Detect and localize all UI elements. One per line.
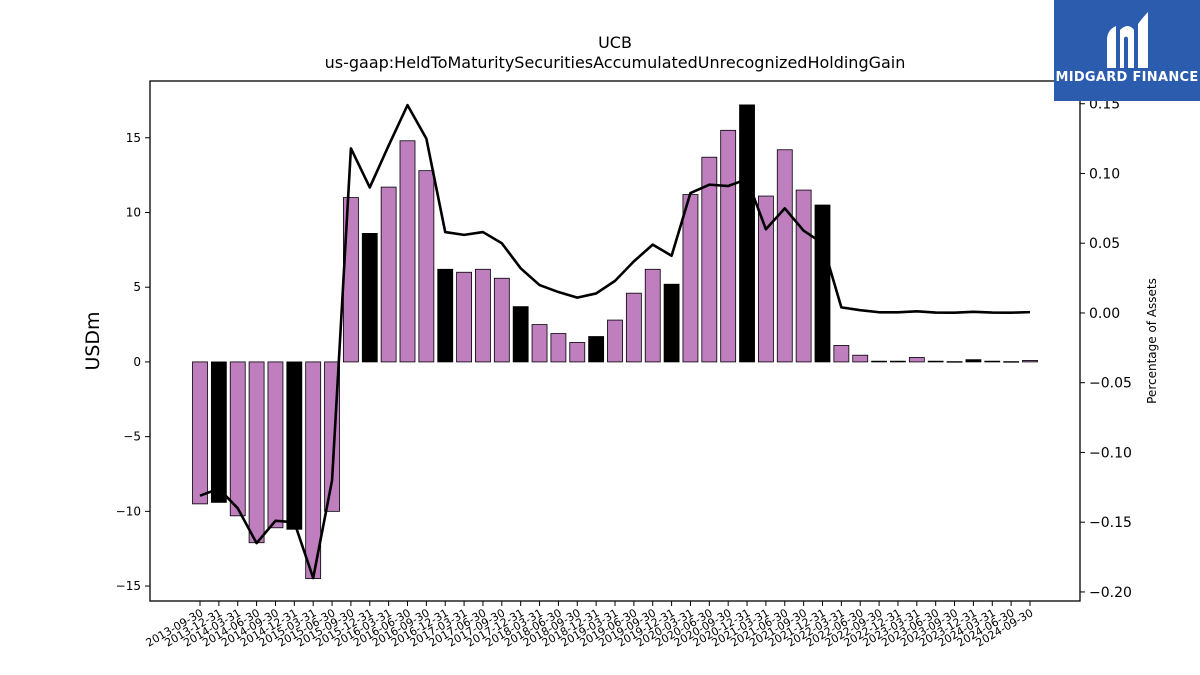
bar <box>776 149 793 363</box>
y2-tick-label: −0.20 <box>1089 585 1132 601</box>
y2-tick-label: 0.00 <box>1089 306 1120 322</box>
x-axis: 2013-09-302013-12-312014-03-312014-06-30… <box>144 601 1036 650</box>
bar <box>361 233 378 363</box>
bar <box>1022 360 1038 363</box>
bar <box>984 360 1001 363</box>
bar <box>607 319 623 363</box>
bar <box>286 361 303 530</box>
bar <box>644 268 661 363</box>
bar <box>908 357 925 363</box>
bar <box>852 354 869 363</box>
bar <box>229 361 246 517</box>
bar <box>267 361 284 529</box>
y2-tick-label: 0.10 <box>1089 166 1120 182</box>
y-tick-label: 10 <box>126 205 141 219</box>
bar <box>380 186 397 363</box>
chart-title: UCB <box>598 33 632 52</box>
bar <box>531 324 548 363</box>
y-axis-label: USDm <box>82 311 104 370</box>
logo-mark-icon <box>1107 12 1148 68</box>
bar <box>946 361 963 363</box>
bar <box>418 170 435 363</box>
y-tick-label: −15 <box>116 579 141 593</box>
y2-tick-label: 0.05 <box>1089 236 1120 252</box>
y2-tick-label: −0.10 <box>1089 445 1132 461</box>
bar <box>1003 361 1020 363</box>
y-axis-left: −15 −10 −5 0 5 10 15 <box>116 131 150 593</box>
bar <box>456 271 472 363</box>
y-tick-label: 15 <box>126 131 141 145</box>
bar <box>701 156 718 363</box>
bar <box>512 306 529 363</box>
bar <box>210 361 227 503</box>
bar <box>625 292 642 363</box>
y-tick-label: 0 <box>133 355 141 369</box>
bar <box>663 283 680 363</box>
bar <box>833 345 850 363</box>
bar <box>965 359 982 363</box>
y-tick-label: −5 <box>123 430 141 444</box>
bar <box>399 140 416 363</box>
bar <box>871 360 887 363</box>
y-axis-right: −0.20−0.15−0.10−0.050.000.050.100.15 <box>1080 97 1132 601</box>
bar <box>814 204 831 363</box>
bar <box>192 361 208 505</box>
percentage-line <box>199 103 1031 580</box>
bar <box>890 360 906 363</box>
bar <box>493 277 510 363</box>
bar <box>739 104 755 363</box>
bar <box>588 336 605 363</box>
bar <box>569 342 586 363</box>
y-tick-label: −10 <box>116 504 141 518</box>
bar <box>795 189 812 363</box>
bar <box>720 129 737 363</box>
y2-axis-label: Percentage of Assets <box>1145 278 1159 404</box>
y2-tick-label: −0.15 <box>1089 515 1132 531</box>
bar <box>550 333 567 363</box>
y-tick-label: 5 <box>133 280 141 294</box>
bar <box>437 268 454 363</box>
bar <box>475 268 491 363</box>
chart-subtitle: us-gaap:HeldToMaturitySecuritiesAccumula… <box>325 53 906 72</box>
logo-background <box>1054 0 1200 101</box>
bar <box>927 360 944 363</box>
y2-tick-label: −0.05 <box>1089 376 1132 392</box>
bar <box>248 361 265 544</box>
logo: MIDGARD FINANCE <box>1054 0 1200 101</box>
logo-text: MIDGARD FINANCE <box>1055 70 1198 85</box>
bar <box>682 194 699 363</box>
bar <box>758 195 774 363</box>
bar-series <box>192 104 1038 579</box>
